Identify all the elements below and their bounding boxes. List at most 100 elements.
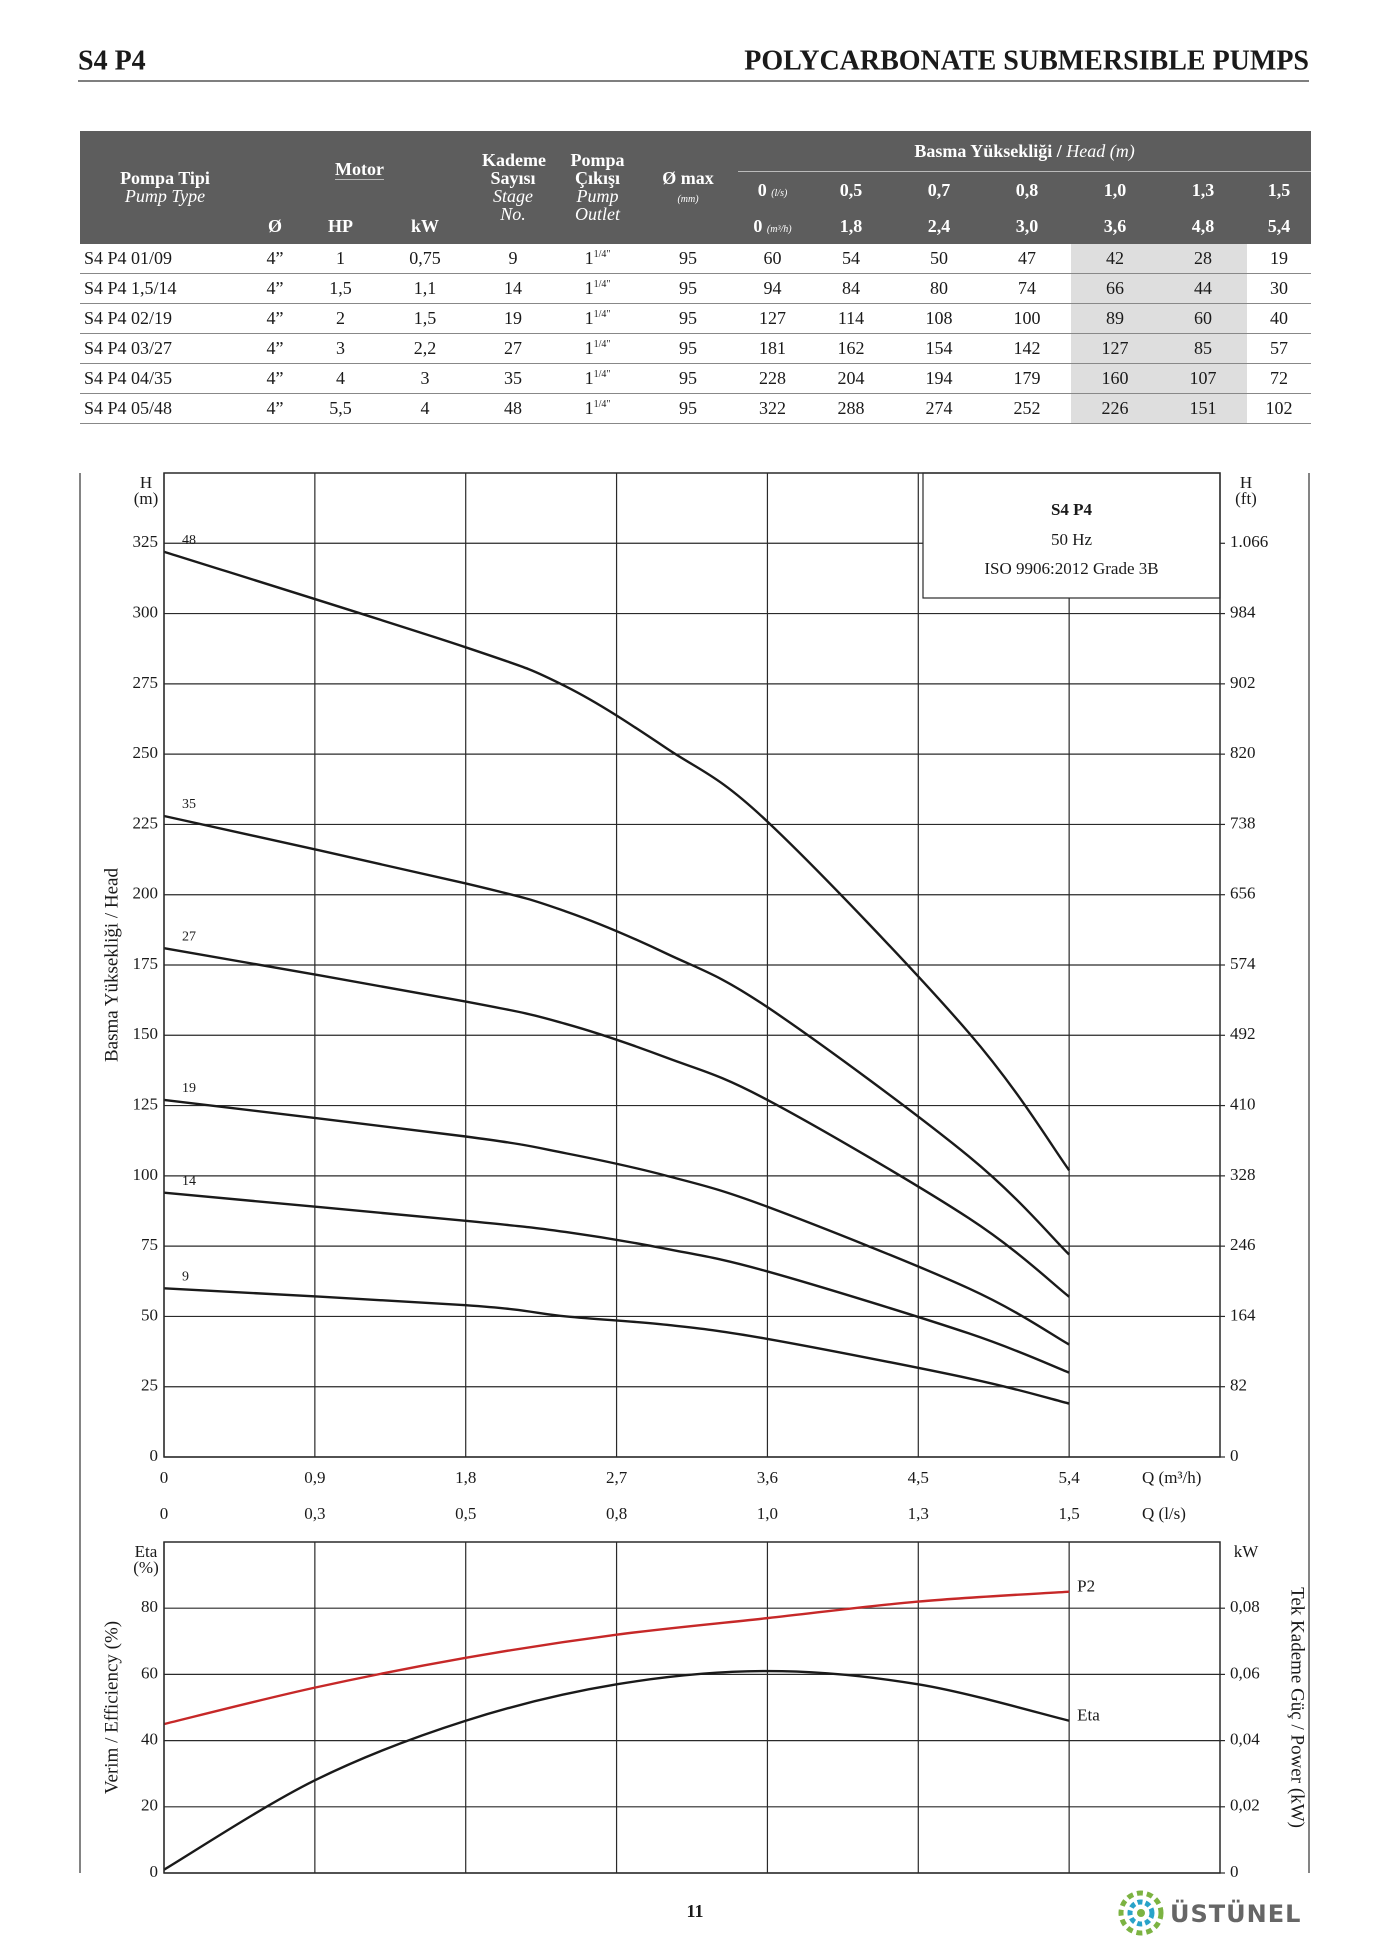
text: Kademe Sayısı bbox=[482, 150, 546, 189]
cell: 142 bbox=[983, 333, 1071, 364]
cell: 44 bbox=[1159, 273, 1247, 304]
series-label: 19 bbox=[182, 1081, 196, 1096]
spec-table: Pompa Tipi Pump Type Motor Kademe Sayısı S… bbox=[80, 131, 1312, 424]
cell: 228 bbox=[738, 363, 807, 394]
y-tick-label: 175 bbox=[133, 954, 159, 973]
curve bbox=[163, 1669, 1070, 1871]
text: 1/4" bbox=[593, 248, 611, 260]
y2-tick-label: 0,06 bbox=[1230, 1663, 1260, 1682]
y-unit: Eta bbox=[135, 1542, 158, 1561]
text: Pump Type bbox=[124, 186, 206, 207]
curve bbox=[163, 1098, 1070, 1346]
cell: 66 bbox=[1071, 273, 1159, 304]
series-label: P2 bbox=[1077, 1577, 1095, 1596]
cell: 5,5 bbox=[300, 393, 381, 424]
page-title-right: POLYCARBONATE SUBMERSIBLE PUMPS bbox=[744, 45, 1309, 76]
text: 1/4" bbox=[593, 368, 611, 380]
cell: 160 bbox=[1071, 363, 1159, 394]
text: 4,8 bbox=[1191, 215, 1215, 236]
cell: 11/4" bbox=[557, 333, 638, 364]
table-row: S4 P4 01/09 4” 1 0,75 9 11/4" 95 60 54 50 47 42 28 19 bbox=[80, 243, 1312, 274]
cell: 40 bbox=[1247, 303, 1312, 334]
cell: S4 P4 1,5/14 bbox=[80, 273, 250, 304]
cell: 154 bbox=[895, 333, 983, 364]
cell: 95 bbox=[638, 243, 738, 274]
y2-tick-label: 0,04 bbox=[1230, 1730, 1260, 1749]
x2-axis-label: Q (l/s) bbox=[1142, 1504, 1186, 1523]
table-row: S4 P4 02/19 4” 2 1,5 19 11/4" 95 127 114 108 100 89… bbox=[80, 303, 1312, 334]
series-label: 48 bbox=[182, 533, 196, 548]
cell: 72 bbox=[1247, 363, 1312, 394]
header-cell: 1,3 bbox=[1159, 171, 1247, 208]
text: 0,8 bbox=[1015, 179, 1039, 200]
cell: 42 bbox=[1071, 243, 1159, 274]
cell: 2 bbox=[300, 303, 381, 334]
curve bbox=[163, 1287, 1070, 1405]
curve bbox=[163, 1191, 1070, 1374]
x-tick-label: 0 bbox=[160, 1468, 169, 1487]
y2-tick-label: 1.066 bbox=[1230, 532, 1268, 551]
text: 1,3 bbox=[1191, 179, 1215, 200]
cell: 1 bbox=[300, 243, 381, 274]
cell: 3 bbox=[381, 363, 469, 394]
cell: 151 bbox=[1159, 393, 1247, 424]
cell: 60 bbox=[1159, 303, 1247, 334]
series-label: 27 bbox=[182, 929, 196, 944]
header-cell: 2,4 bbox=[895, 207, 983, 244]
cell: 95 bbox=[638, 393, 738, 424]
cell: 74 bbox=[983, 273, 1071, 304]
header-cell: Ø bbox=[250, 207, 300, 244]
cell: S4 P4 02/19 bbox=[80, 303, 250, 334]
header-row: 0 (l/s) 0,5 0,7 0,8 1,0 1,3 1,5 bbox=[80, 171, 1312, 208]
header-cell: 3,6 bbox=[1071, 207, 1159, 244]
text: (mm) bbox=[677, 194, 699, 206]
y-tick-label: 50 bbox=[141, 1305, 158, 1324]
annotation-box bbox=[922, 472, 1221, 599]
header-cell: 4,8 bbox=[1159, 207, 1247, 244]
y2-tick-label: 246 bbox=[1230, 1235, 1256, 1254]
text: 0 bbox=[753, 215, 763, 236]
header-cell: Kademe Sayısı Stage No. bbox=[469, 131, 557, 244]
x2-tick-label: 1,5 bbox=[1059, 1504, 1080, 1523]
cell: 0,75 bbox=[381, 243, 469, 274]
cell: 9 bbox=[469, 243, 557, 274]
text: Motor bbox=[335, 159, 384, 181]
y-tick-label: 300 bbox=[133, 602, 159, 621]
page-number: 11 bbox=[686, 1901, 703, 1921]
y2-tick-label: 0,02 bbox=[1230, 1796, 1260, 1815]
y2-tick-label: 902 bbox=[1230, 673, 1256, 692]
y2-tick-label: 164 bbox=[1230, 1305, 1256, 1324]
header-cell: 1,5 bbox=[1247, 171, 1312, 208]
y2-unit: H bbox=[1240, 473, 1252, 492]
text: Basma Yüksekliği / bbox=[914, 140, 1062, 161]
y-tick-label: 75 bbox=[141, 1235, 158, 1254]
y2-tick-label: 738 bbox=[1230, 813, 1256, 832]
cell: 95 bbox=[638, 303, 738, 334]
cell: 19 bbox=[1247, 243, 1312, 274]
y2-tick-label: 574 bbox=[1230, 954, 1256, 973]
cell: S4 P4 04/35 bbox=[80, 363, 250, 394]
cell: 114 bbox=[807, 303, 895, 334]
table-row: S4 P4 04/35 4” 4 3 35 11/4" 95 228 204 194 179 160 1… bbox=[80, 363, 1312, 394]
text: Pompa Çıkışı bbox=[570, 150, 625, 189]
y2-tick-label: 0,08 bbox=[1230, 1597, 1260, 1616]
y2-tick-label: 820 bbox=[1230, 743, 1256, 762]
table-row: S4 P4 03/27 4” 3 2,2 27 11/4" 95 181 162 154 142 12… bbox=[80, 333, 1312, 364]
y2-tick-label: 492 bbox=[1230, 1024, 1256, 1043]
cell: 35 bbox=[469, 363, 557, 394]
header-cell: 1,0 bbox=[1071, 171, 1159, 208]
text: 1 bbox=[584, 277, 594, 298]
cell: 100 bbox=[983, 303, 1071, 334]
cell: 1,5 bbox=[300, 273, 381, 304]
header-cell: 1,8 bbox=[807, 207, 895, 244]
text: 1 bbox=[584, 337, 594, 358]
cell: 3 bbox=[300, 333, 381, 364]
cell: 28 bbox=[1159, 243, 1247, 274]
header-cell: HP bbox=[300, 207, 381, 244]
curve bbox=[163, 946, 1070, 1298]
header-cell: Pompa Çıkışı Pump Outlet bbox=[557, 131, 638, 244]
series-label: 9 bbox=[182, 1270, 189, 1285]
y2-unit: (ft) bbox=[1235, 489, 1257, 508]
text: 1 bbox=[584, 367, 594, 388]
y-tick-label: 325 bbox=[133, 532, 159, 551]
